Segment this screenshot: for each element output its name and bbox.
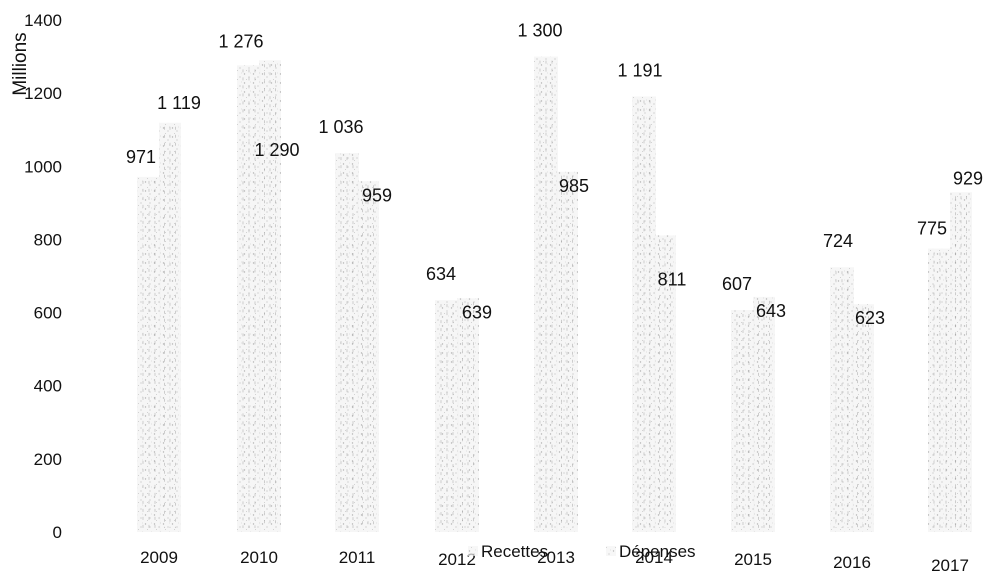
legend-label-recettes: Recettes [481,542,548,561]
y-axis-title: Millions [10,32,31,95]
data-label-depenses-2012: 639 [462,302,492,322]
data-label-recettes-2017: 775 [917,219,947,239]
x-tick-label: 2017 [931,556,969,575]
data-label-depenses-2009: 1 119 [157,93,201,113]
data-label-depenses-2017: 929 [953,168,983,188]
bar-depenses-2016 [852,304,874,532]
x-tick-label: 2011 [339,548,376,567]
data-label-recettes-2011: 1 036 [318,117,363,137]
legend-swatch-recettes [468,546,478,556]
data-label-recettes-2014: 1 191 [617,60,662,80]
data-label-depenses-2011: 959 [362,185,392,205]
bar-recettes-2009 [137,176,161,533]
x-tick-label: 2014 [635,548,673,567]
x-tick-label: 2013 [537,548,575,567]
y-tick-label: 600 [34,304,62,323]
data-labels: 971 1 119 1 276 1 290 1 036 959 634 639 1 300 985… [126,21,983,329]
y-tick-label: 0 [53,523,62,542]
y-tick-label: 1000 [24,157,62,176]
legend-label-depenses: Dépenses [619,542,696,561]
data-label-recettes-2016: 724 [823,231,853,251]
data-label-recettes-2015: 607 [722,274,752,294]
bar-depenses-2011 [357,181,379,532]
data-label-depenses-2014: 811 [658,269,687,289]
x-tick-label: 2012 [438,550,476,569]
x-tick-label: 2010 [240,548,278,567]
y-axis: 0 200 400 600 800 1000 1200 1400 [24,11,62,542]
y-tick-label: 800 [34,230,62,249]
data-label-depenses-2016: 623 [855,308,885,328]
data-label-recettes-2013: 1 300 [517,21,562,41]
x-tick-label: 2016 [833,553,871,572]
bar-depenses-2017 [950,192,972,532]
data-label-depenses-2013: 985 [559,176,589,196]
x-tick-label: 2009 [140,548,178,567]
data-label-recettes-2010: 1 276 [218,31,263,51]
bar-recettes-2014 [632,96,656,532]
y-tick-label: 200 [34,450,62,469]
y-tick-label: 1200 [24,84,62,103]
legend: Recettes Dépenses [468,542,696,561]
y-tick-label: 400 [34,377,62,396]
data-label-depenses-2010: 1 290 [254,140,299,160]
x-tick-label: 2015 [734,550,772,569]
data-label-recettes-2009: 971 [126,147,156,167]
data-label-recettes-2012: 634 [426,264,456,284]
data-label-depenses-2015: 643 [756,301,786,321]
bars [137,56,972,533]
y-tick-label: 1400 [24,11,62,30]
x-axis: 2009 2010 2011 2012 2013 2014 2015 2016 2017 [140,548,969,575]
legend-swatch-depenses [606,546,616,556]
